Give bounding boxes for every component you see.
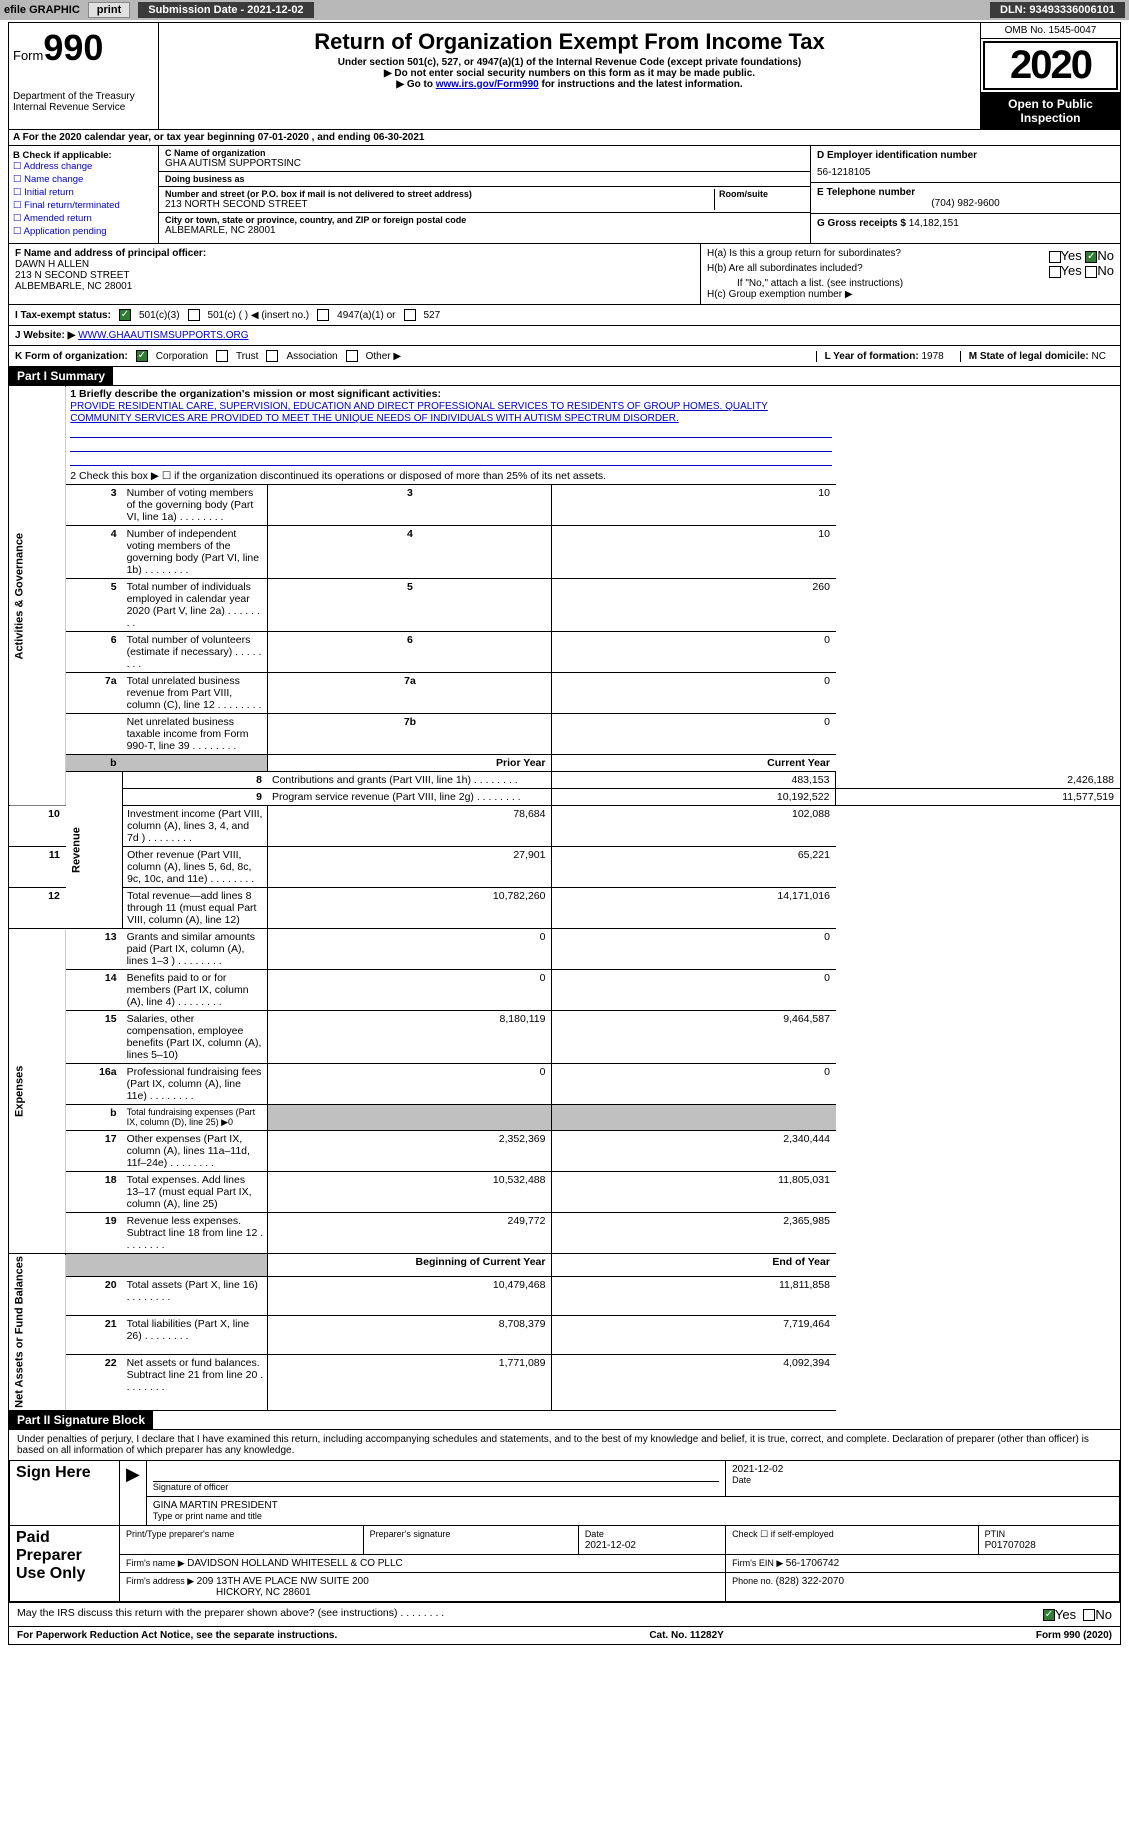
- firm-ein: 56-1706742: [786, 1558, 839, 1569]
- chk-trust[interactable]: [216, 350, 228, 362]
- box-h: H(a) Is this a group return for subordin…: [700, 244, 1120, 304]
- gov-row-3: 3Number of voting members of the governi…: [9, 485, 1120, 526]
- discuss-row: May the IRS discuss this return with the…: [9, 1602, 1120, 1626]
- submission-date-box: Submission Date - 2021-12-02: [138, 2, 313, 18]
- officer-typed-name: GINA MARTIN PRESIDENT: [153, 1500, 1113, 1511]
- chk-corporation[interactable]: ✓: [136, 350, 148, 362]
- chk-4947[interactable]: [317, 309, 329, 321]
- part-ii-header: Part II Signature Block: [9, 1411, 1120, 1430]
- side-netassets: Net Assets or Fund Balances: [9, 1254, 66, 1411]
- side-revenue: Revenue: [66, 772, 123, 929]
- side-governance: Activities & Governance: [9, 386, 66, 806]
- firm-name: DAVIDSON HOLLAND WHITESELL & CO PLLC: [187, 1558, 403, 1569]
- chk-amended-return[interactable]: ☐ Amended return: [13, 213, 154, 224]
- state-domicile: NC: [1092, 351, 1106, 362]
- discuss-yes[interactable]: ✓: [1043, 1609, 1055, 1621]
- row-i: I Tax-exempt status: ✓501(c)(3) 501(c) (…: [9, 305, 1120, 326]
- gov-row-6: 6Total number of volunteers (estimate if…: [9, 632, 1120, 673]
- gov-row-7b: Net unrelated business taxable income fr…: [9, 714, 1120, 755]
- box-b: B Check if applicable: ☐ Address change …: [9, 146, 159, 243]
- org-name: GHA AUTISM SUPPORTSINC: [165, 158, 804, 169]
- hb-no[interactable]: [1085, 266, 1097, 278]
- section-bcd: B Check if applicable: ☐ Address change …: [9, 146, 1120, 244]
- row-a-tax-year: A For the 2020 calendar year, or tax yea…: [9, 130, 1120, 146]
- dln-box: DLN: 93493336006101: [990, 2, 1125, 18]
- street-address: 213 NORTH SECOND STREET: [165, 199, 714, 210]
- chk-501c3[interactable]: ✓: [119, 309, 131, 321]
- side-expenses: Expenses: [9, 929, 66, 1254]
- chk-501c[interactable]: [188, 309, 200, 321]
- row-j: J Website: ▶ WWW.GHAAUTISMSUPPORTS.ORG: [9, 326, 1120, 346]
- chk-initial-return[interactable]: ☐ Initial return: [13, 187, 154, 198]
- arrow-icon: ▶: [120, 1460, 147, 1525]
- discuss-no[interactable]: [1083, 1609, 1095, 1621]
- form-title-box: Return of Organization Exempt From Incom…: [159, 23, 980, 129]
- sign-here-label: Sign Here: [10, 1460, 120, 1525]
- city-state-zip: ALBEMARLE, NC 28001: [165, 225, 804, 236]
- chk-address-change[interactable]: ☐ Address change: [13, 161, 154, 172]
- chk-527[interactable]: [404, 309, 416, 321]
- website-link[interactable]: WWW.GHAAUTISMSUPPORTS.ORG: [78, 330, 248, 341]
- print-button[interactable]: print: [88, 2, 130, 18]
- box-f: F Name and address of principal officer:…: [9, 244, 700, 304]
- ha-no[interactable]: ✓: [1085, 251, 1097, 263]
- top-bar: efile GRAPHIC print Submission Date - 20…: [0, 0, 1129, 20]
- firm-phone: (828) 322-2070: [776, 1576, 844, 1587]
- box-c: C Name of organization GHA AUTISM SUPPOR…: [159, 146, 810, 243]
- paid-preparer-label: Paid Preparer Use Only: [10, 1525, 120, 1601]
- hb-yes[interactable]: [1049, 266, 1061, 278]
- year-box: OMB No. 1545-0047 2020 Open to Public In…: [980, 23, 1120, 129]
- signature-table: Sign Here ▶ Signature of officer 2021-12…: [9, 1460, 1120, 1602]
- ein: 56-1218105: [817, 167, 1114, 178]
- gov-row-7a: 7aTotal unrelated business revenue from …: [9, 673, 1120, 714]
- gross-receipts: 14,182,151: [909, 218, 959, 229]
- form-footer: For Paperwork Reduction Act Notice, see …: [9, 1626, 1120, 1644]
- chk-association[interactable]: [266, 350, 278, 362]
- declaration-text: Under penalties of perjury, I declare th…: [9, 1430, 1120, 1460]
- form-title: Return of Organization Exempt From Incom…: [169, 29, 970, 55]
- part-i-header: Part I Summary: [9, 367, 1120, 386]
- chk-other[interactable]: [346, 350, 358, 362]
- form-990: Form990 Department of the Treasury Inter…: [8, 22, 1121, 1645]
- chk-final-return[interactable]: ☐ Final return/terminated: [13, 200, 154, 211]
- summary-table: Activities & Governance 1 Briefly descri…: [9, 386, 1120, 1411]
- gov-row-5: 5Total number of individuals employed in…: [9, 579, 1120, 632]
- mission-text: PROVIDE RESIDENTIAL CARE, SUPERVISION, E…: [70, 401, 768, 424]
- year-formation: 1978: [921, 351, 943, 362]
- chk-application-pending[interactable]: ☐ Application pending: [13, 226, 154, 237]
- officer-name: DAWN H ALLEN: [15, 259, 694, 270]
- box-deg: D Employer identification number 56-1218…: [810, 146, 1120, 243]
- ptin: P01707028: [985, 1540, 1036, 1551]
- ha-yes[interactable]: [1049, 251, 1061, 263]
- section-fh: F Name and address of principal officer:…: [9, 244, 1120, 305]
- telephone: (704) 982-9600: [817, 198, 1114, 209]
- efile-label: efile GRAPHIC: [4, 4, 80, 16]
- form-id-box: Form990 Department of the Treasury Inter…: [9, 23, 159, 129]
- instructions-link[interactable]: www.irs.gov/Form990: [436, 79, 539, 90]
- gov-row-4: 4Number of independent voting members of…: [9, 526, 1120, 579]
- form-header: Form990 Department of the Treasury Inter…: [9, 23, 1120, 130]
- chk-name-change[interactable]: ☐ Name change: [13, 174, 154, 185]
- row-k: K Form of organization: ✓Corporation Tru…: [9, 346, 1120, 367]
